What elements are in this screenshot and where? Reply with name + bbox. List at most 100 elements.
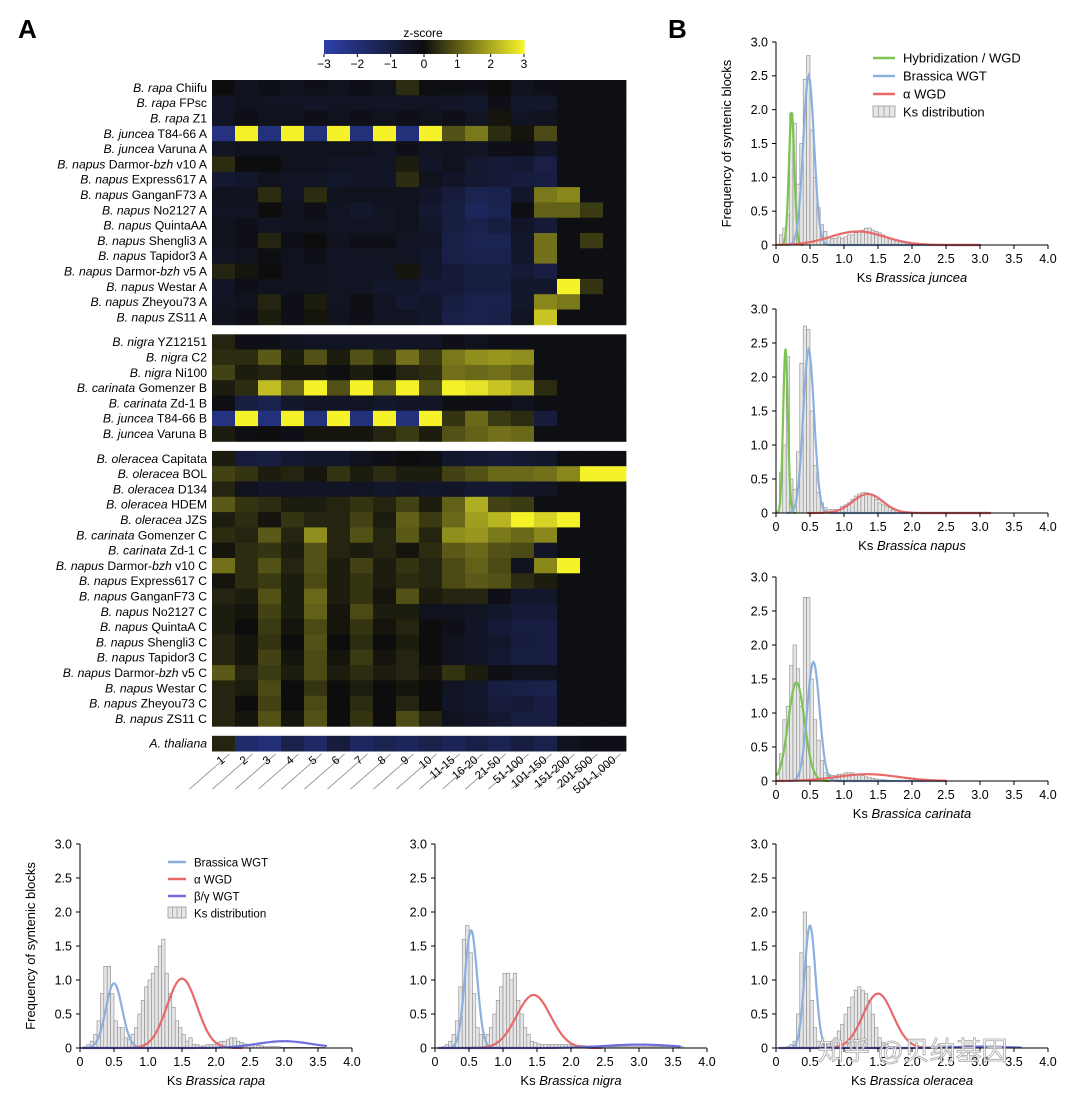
heatmap-cell xyxy=(373,695,397,712)
heatmap-cell xyxy=(534,450,558,467)
heatmap-cell xyxy=(350,735,374,752)
heatmap-cell xyxy=(465,141,489,157)
ks-bar xyxy=(512,972,517,1049)
heatmap-cell xyxy=(465,512,489,528)
ks-bar xyxy=(816,739,821,782)
heatmap-cell xyxy=(442,278,466,295)
y-tick-label: 3.0 xyxy=(751,35,768,49)
heatmap-cell xyxy=(557,481,581,498)
heatmap-cell xyxy=(235,450,259,467)
heatmap-cell xyxy=(304,542,328,559)
heatmap-cell xyxy=(488,558,512,574)
heatmap-cell xyxy=(442,603,466,620)
colorbar-segment xyxy=(412,40,415,54)
x-tick-label: 4.0 xyxy=(1039,520,1056,534)
heatmap-cell xyxy=(419,395,443,412)
heatmap-cell xyxy=(281,187,305,203)
heatmap-cell xyxy=(396,334,420,350)
heatmap-cell xyxy=(580,233,604,249)
x-tick-label: 1.5 xyxy=(173,1055,190,1069)
heatmap-cell xyxy=(419,426,443,442)
heatmap-cell xyxy=(235,202,259,219)
heatmap-cell xyxy=(603,410,627,427)
colorbar-segment xyxy=(354,40,357,54)
heatmap-cell xyxy=(511,395,535,412)
heatmap-cell xyxy=(442,665,466,681)
heatmap-cell xyxy=(488,496,512,513)
heatmap-cell xyxy=(557,217,581,234)
heatmap-cell xyxy=(580,125,604,142)
heatmap-cell xyxy=(488,512,512,528)
colorbar-segment xyxy=(498,40,501,54)
heatmap-cell xyxy=(511,187,535,203)
ks-bar xyxy=(188,1037,193,1049)
heatmap-cell xyxy=(442,450,466,467)
colorbar-segment xyxy=(464,40,467,54)
x-tick-label: 2.0 xyxy=(903,1055,920,1069)
heatmap-cell xyxy=(281,496,305,513)
colorbar-segment xyxy=(502,40,505,54)
x-tick-label: 3.5 xyxy=(1005,252,1022,266)
heatmap-cell xyxy=(327,695,351,712)
colorbar-segment xyxy=(384,40,387,54)
heatmap-cell xyxy=(258,665,282,681)
ks-bar xyxy=(468,952,473,1049)
heatmap-row-label: B. napus ZS11 C xyxy=(115,712,207,726)
heatmap-row-label: B. carinata Zd-1 C xyxy=(108,544,207,558)
heatmap-cell xyxy=(465,248,489,264)
heatmap-cell xyxy=(511,364,535,381)
heatmap-cell xyxy=(534,349,558,366)
heatmap-cell xyxy=(304,711,328,727)
colorbar-segment xyxy=(518,40,521,54)
heatmap-cell xyxy=(281,171,305,188)
ks-bar xyxy=(867,227,872,246)
heatmap-cell xyxy=(327,364,351,381)
heatmap-cell xyxy=(281,278,305,295)
heatmap-cell xyxy=(327,735,351,752)
ks-panel: 0 0.5 1.0 1.5 2.0 2.5 3.0 3.5 4.0 0 0.5 1.0 1.5 2.0 2.… xyxy=(23,837,361,1088)
x-tick-label: 0.5 xyxy=(105,1055,122,1069)
x-tick-label: 3.5 xyxy=(309,1055,326,1069)
heatmap-cell xyxy=(442,141,466,157)
heatmap-row-label: B. carinata Zd-1 B xyxy=(109,396,207,410)
y-tick-label: 0.5 xyxy=(751,740,768,754)
heatmap-cell xyxy=(419,665,443,681)
heatmap-cell xyxy=(488,156,512,173)
heatmap-cell xyxy=(511,426,535,442)
heatmap-cell xyxy=(465,217,489,234)
heatmap-cell xyxy=(511,233,535,249)
heatmap-cell xyxy=(511,171,535,188)
heatmap-cell xyxy=(258,80,282,96)
heatmap-cell xyxy=(281,619,305,635)
heatmap-cell xyxy=(281,95,305,111)
heatmap-cell xyxy=(465,263,489,280)
colorbar-segment xyxy=(392,40,395,54)
heatmap-cell xyxy=(258,248,282,264)
heatmap-cell xyxy=(212,217,236,234)
heatmap-cell xyxy=(212,263,236,280)
colorbar-segment xyxy=(434,40,437,54)
heatmap-cell xyxy=(373,527,397,544)
heatmap-cell xyxy=(488,680,512,697)
heatmap-cell xyxy=(281,649,305,666)
heatmap-cell xyxy=(212,141,236,157)
heatmap-cell xyxy=(580,156,604,173)
heatmap-cell xyxy=(235,603,259,620)
colorbar-segment xyxy=(508,40,511,54)
heatmap-row-label: B. napus No2127 C xyxy=(101,605,208,619)
y-tick-label: 3.0 xyxy=(55,837,72,851)
heatmap-cell xyxy=(327,294,351,310)
heatmap-cell xyxy=(488,263,512,280)
heatmap-cell xyxy=(580,95,604,111)
ks-fit-curve xyxy=(785,346,992,515)
heatmap-cell xyxy=(258,233,282,249)
colorbar-segment xyxy=(408,40,411,54)
heatmap-cell xyxy=(442,426,466,442)
heatmap-row-label: B. napus QuintaA C xyxy=(100,620,207,634)
x-tick-label: 2.0 xyxy=(903,520,920,534)
heatmap-cell xyxy=(281,426,305,442)
x-tick-label: 0.5 xyxy=(801,1055,818,1069)
heatmap-cell xyxy=(488,309,512,326)
x-tick-label: 2.5 xyxy=(937,252,954,266)
heatmap-cell xyxy=(580,735,604,752)
